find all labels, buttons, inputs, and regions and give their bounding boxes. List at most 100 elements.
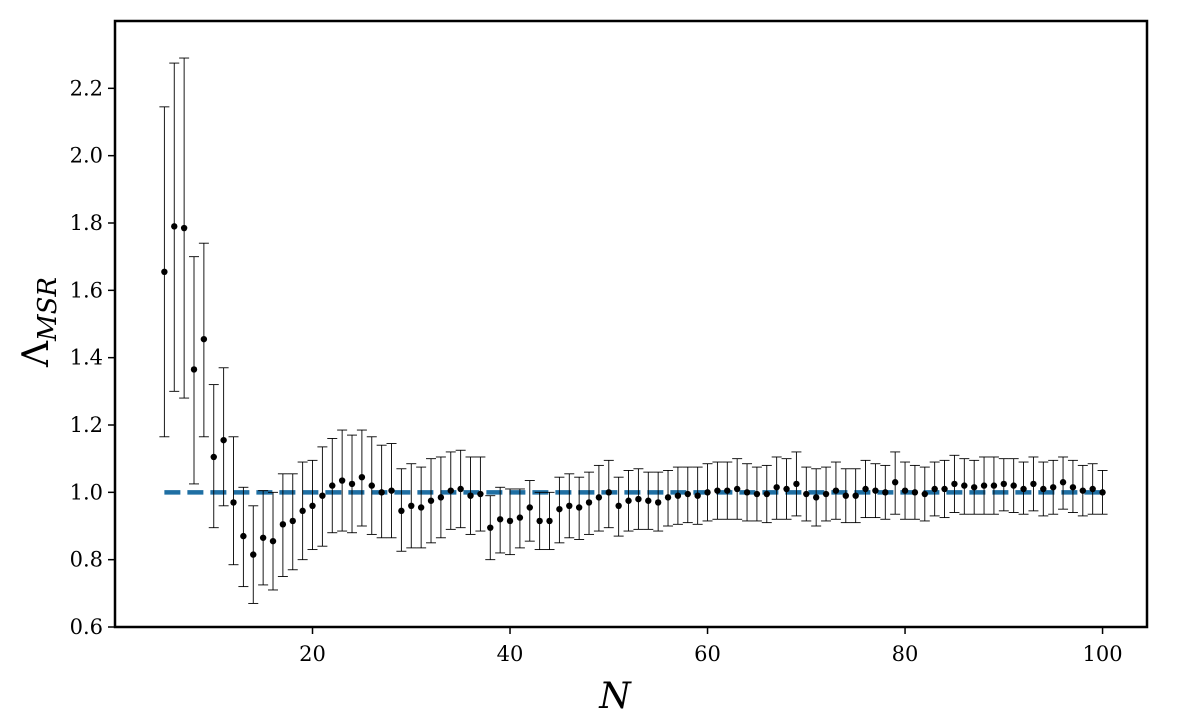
data-point (200, 335, 208, 343)
data-point (793, 480, 800, 488)
data-point (477, 490, 484, 498)
data-point (901, 487, 909, 494)
data-point (546, 517, 553, 525)
data-point (635, 495, 642, 503)
data-point (398, 507, 405, 515)
data-point (496, 516, 504, 523)
data-point (566, 502, 573, 509)
data-point (348, 480, 356, 488)
y-tick-label: 2.0 (70, 144, 103, 168)
data-point (941, 485, 948, 493)
data-point (526, 504, 533, 511)
data-point (506, 517, 514, 525)
point-group (161, 223, 1106, 558)
data-point (220, 436, 227, 444)
data-point (970, 484, 978, 491)
data-point (487, 524, 494, 531)
y-tick-label: 1.2 (70, 413, 103, 437)
plot-frame (113, 19, 1149, 629)
y-axis-label: ΛMSR (16, 277, 63, 368)
data-point (358, 473, 366, 481)
y-tick-label: 1.6 (70, 278, 103, 302)
data-point (1079, 487, 1087, 494)
data-point (595, 494, 603, 501)
data-point (674, 492, 682, 499)
data-point (1069, 484, 1077, 491)
data-point (872, 487, 879, 494)
x-tick-label: 20 (299, 642, 326, 666)
data-point (862, 485, 869, 493)
data-point (447, 487, 454, 494)
data-point (171, 223, 178, 230)
data-point (961, 482, 968, 489)
data-point (299, 507, 306, 515)
data-point (783, 485, 790, 493)
data-point (289, 517, 296, 525)
data-point (417, 504, 425, 511)
x-tick-label: 60 (694, 642, 721, 666)
data-point (812, 494, 820, 501)
data-point (457, 485, 464, 493)
data-point (378, 489, 385, 496)
y-tick-label: 1.0 (70, 480, 103, 504)
data-point (240, 532, 247, 540)
data-point (408, 502, 415, 509)
y-axis-ticks: 0.6 0.8 1.0 1.2 1.4 1.6 1.8 2.0 2.2 (70, 76, 115, 639)
data-point (585, 499, 593, 506)
data-point (259, 534, 267, 541)
data-point (437, 494, 445, 501)
y-tick-label: 2.2 (70, 76, 103, 100)
data-point (605, 489, 612, 496)
data-point (180, 224, 188, 232)
data-point (269, 537, 277, 545)
data-point (733, 485, 741, 493)
x-tick-label: 40 (497, 642, 524, 666)
data-point (1030, 480, 1037, 488)
data-point (467, 492, 474, 499)
data-point (990, 482, 998, 489)
data-point (161, 268, 168, 276)
data-point (842, 492, 849, 499)
data-point (951, 480, 958, 488)
data-point (427, 497, 435, 504)
data-point (832, 487, 840, 494)
data-point (714, 487, 721, 494)
y-tick-label: 0.8 (70, 548, 103, 572)
data-point (1020, 485, 1027, 493)
data-point (1010, 482, 1017, 489)
data-point (250, 551, 257, 558)
data-point (368, 482, 375, 489)
data-point (210, 453, 217, 461)
data-point (763, 490, 770, 498)
x-tick-label: 100 (1083, 642, 1123, 666)
data-point (556, 505, 563, 513)
data-point (704, 489, 711, 496)
data-point (882, 489, 889, 496)
data-point (1000, 480, 1008, 488)
errorbar-group (159, 57, 1108, 604)
data-point (388, 487, 395, 494)
data-point (911, 489, 919, 496)
y-tick-label: 1.8 (70, 211, 103, 235)
data-point (230, 499, 237, 506)
errorbar (524, 480, 535, 542)
data-point (279, 521, 287, 528)
data-point (921, 490, 928, 498)
data-point (329, 482, 336, 489)
data-point (891, 479, 899, 486)
data-point (516, 514, 524, 521)
data-point (625, 497, 632, 504)
x-axis-ticks: 20 40 60 80 100 (299, 627, 1123, 666)
data-point (822, 490, 830, 498)
data-point (1049, 484, 1057, 491)
data-point (743, 489, 751, 496)
data-point (309, 502, 316, 509)
data-point (575, 504, 583, 511)
data-point (536, 517, 543, 525)
svg-text:ΛMSR: ΛMSR (16, 277, 63, 368)
data-point (615, 502, 622, 509)
data-point (190, 366, 198, 373)
y-tick-label: 0.6 (70, 615, 103, 639)
data-point (694, 492, 701, 499)
